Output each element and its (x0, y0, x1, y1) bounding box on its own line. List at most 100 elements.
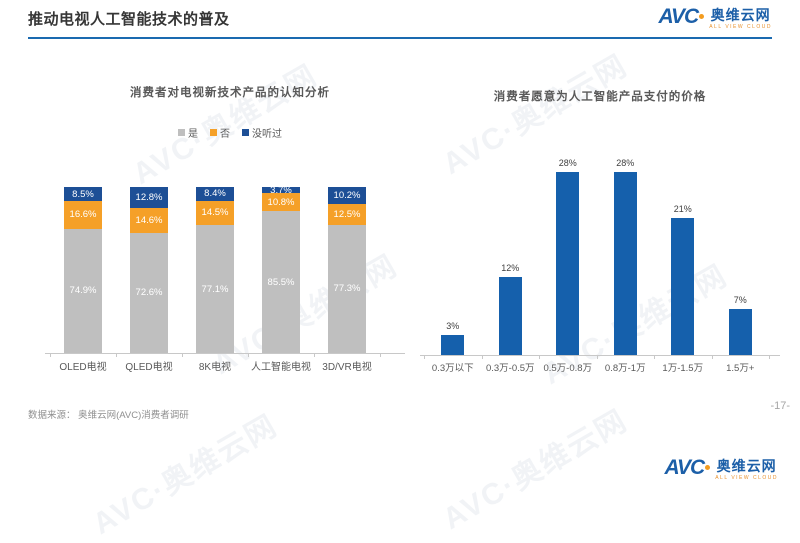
segment-yes: 77.1% (196, 225, 234, 353)
bar-slot: 8.4% 14.5% 77.1% (182, 187, 248, 353)
category-label: 0.5万-0.8万 (543, 363, 593, 374)
bar (441, 335, 465, 355)
bar (613, 171, 637, 355)
stacked-bar: 8.4% 14.5% 77.1% (196, 187, 234, 353)
legend-label: 是 (188, 129, 198, 140)
axis-tick (380, 353, 381, 357)
category-label: 3D/VR电视 (322, 362, 372, 373)
avc-logo-letters: AVC (664, 456, 705, 479)
right-chart-plot: 3% 12% 28% 28% 21% 7% (424, 140, 769, 355)
bar-slot: 28% (539, 158, 597, 355)
bar-value-label: 12% (501, 262, 520, 273)
left-chart-x-axis (45, 353, 405, 357)
source-note: 数据来源： 奥维云网(AVC)消费者调研 (28, 410, 189, 421)
category-label: 1万-1.5万 (662, 363, 704, 374)
bar-value-label: 7% (733, 295, 747, 306)
segment-never-heard: 8.5% (64, 187, 102, 202)
stacked-bar: 10.2% 12.5% 77.3% (328, 187, 366, 353)
left-chart-legend: 是 否 没听过 (40, 125, 420, 140)
axis-tick (424, 355, 425, 359)
bar-value-label: 28% (558, 157, 577, 168)
category-label: 0.3万以下 (431, 363, 474, 374)
segment-never-heard: 3.7% (262, 184, 300, 196)
segment-value-label: 12.5% (333, 208, 361, 220)
category-label: 8K电视 (198, 362, 232, 373)
segment-value-label: 77.3% (333, 283, 361, 295)
category-label: QLED电视 (125, 362, 173, 373)
stacked-bar: 8.5% 16.6% 74.9% (64, 187, 102, 353)
segment-no: 14.5% (196, 200, 234, 225)
avc-logo-cn: 奥维云网 (710, 7, 771, 23)
legend-label: 否 (220, 129, 230, 140)
bar-slot: 21% (654, 204, 712, 355)
segment-yes: 74.9% (64, 228, 102, 353)
category-label: 1.5万+ (726, 363, 755, 374)
avc-logo-dot-icon (705, 465, 711, 470)
category-label: OLED电视 (59, 362, 107, 373)
page-title: 推动电视人工智能技术的普及 (28, 11, 230, 28)
segment-yes: 72.6% (130, 232, 168, 353)
bar-slot: 28% (597, 158, 655, 355)
bar-value-label: 21% (673, 203, 692, 214)
watermark: AVC·奥维云网 (87, 408, 284, 542)
avc-logo-cn-block: 奥维云网 ALL VIEW CLOUD (709, 6, 772, 30)
axis-tick (314, 353, 315, 357)
segment-value-label: 16.6% (69, 209, 97, 221)
slide: AVC·奥维云网 AVC·奥维云网 AVC·奥维云网 AVC·奥维云网 AVC·… (28, 6, 790, 542)
bar-value-label: 28% (616, 157, 635, 168)
right-chart-x-axis (420, 355, 780, 359)
segment-value-label: 3.7% (270, 184, 292, 196)
segment-value-label: 72.6% (135, 287, 163, 299)
axis-tick (539, 355, 540, 359)
bar-slot: 10.2% 12.5% 77.3% (314, 187, 380, 353)
axis-tick (711, 355, 713, 359)
header-divider (28, 37, 772, 39)
segment-never-heard: 12.8% (130, 187, 168, 209)
bar (556, 171, 580, 355)
segment-never-heard: 10.2% (328, 187, 366, 204)
bar-slot: 3.7% 10.8% 85.5% (248, 184, 314, 353)
legend-item: 是 (178, 125, 198, 140)
segment-value-label: 85.5% (267, 276, 295, 288)
segment-no: 12.5% (328, 203, 366, 225)
segment-value-label: 77.1% (201, 283, 229, 295)
avc-logo-dot-icon (699, 14, 705, 19)
segment-value-label: 74.9% (69, 285, 97, 297)
bar-value-label: 3% (446, 321, 460, 332)
bar (498, 276, 522, 355)
segment-value-label: 14.5% (201, 207, 229, 219)
axis-tick (182, 353, 183, 357)
segment-yes: 77.3% (328, 224, 366, 353)
bar (671, 217, 695, 355)
bar (728, 309, 752, 355)
segment-no: 14.6% (130, 208, 168, 233)
segment-never-heard: 8.4% (196, 187, 234, 201)
legend-swatch (178, 129, 185, 136)
avc-logo-text: AVC (658, 5, 705, 28)
category-label: 0.3万-0.5万 (485, 363, 535, 374)
bar-slot: 7% (712, 295, 770, 355)
page-number: -17- (770, 400, 790, 412)
category-label: 0.8万-1万 (604, 363, 646, 374)
bar-slot: 8.5% 16.6% 74.9% (50, 187, 116, 353)
watermark: AVC·奥维云网 (127, 58, 324, 192)
avc-logo-tagline: ALL VIEW CLOUD (715, 475, 778, 481)
axis-tick (116, 353, 117, 357)
avc-logo-cn-block: 奥维云网 ALL VIEW CLOUD (715, 457, 778, 481)
left-chart-plot: 8.5% 16.6% 74.9% 12.8% 14.6% 72.6% 8.4% 14.5% 77… (50, 184, 380, 353)
bar-slot: 12% (482, 262, 540, 355)
axis-tick (596, 355, 598, 359)
avc-logo-top: AVC 奥维云网 ALL VIEW CLOUD (658, 6, 772, 30)
segment-yes: 85.5% (262, 211, 300, 353)
avc-logo-letters: AVC (658, 5, 699, 28)
legend-item: 否 (210, 125, 230, 140)
segment-no: 16.6% (64, 201, 102, 229)
left-chart-x-labels: OLED电视 QLED电视 8K电视 人工智能电视 3D/VR电视 (50, 358, 380, 373)
axis-tick (769, 355, 770, 359)
axis-tick (481, 355, 483, 359)
right-chart-x-labels: 0.3万以下 0.3万-0.5万 0.5万-0.8万 0.8万-1万 1万-1.5万 1.… (424, 360, 769, 374)
legend-swatch (242, 129, 249, 136)
axis-tick (50, 353, 51, 357)
avc-logo-tagline: ALL VIEW CLOUD (709, 24, 772, 30)
axis-tick (654, 355, 655, 359)
